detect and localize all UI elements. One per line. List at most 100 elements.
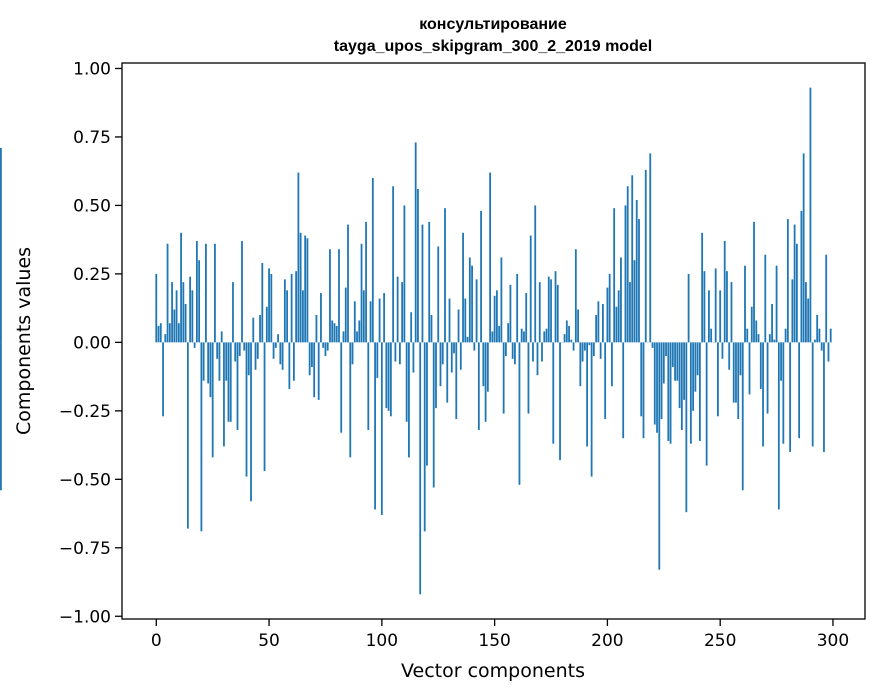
- bar: [775, 265, 778, 343]
- bar: [432, 342, 435, 488]
- bar: [333, 323, 336, 343]
- bar: [317, 342, 320, 400]
- bar: [532, 342, 534, 362]
- bar: [441, 342, 444, 365]
- bar: [529, 235, 532, 343]
- bar: [157, 325, 160, 343]
- bar: [563, 334, 566, 343]
- bar: [444, 208, 446, 343]
- x-axis-ticks: 0 50 100 150 200 250 300: [151, 619, 849, 651]
- bar: [574, 249, 577, 343]
- bar: [358, 320, 361, 343]
- bar: [748, 342, 751, 395]
- bar: [644, 169, 647, 343]
- x-tick-label: 300: [817, 631, 849, 651]
- bar: [252, 317, 255, 343]
- bar: [459, 342, 462, 370]
- bar: [279, 342, 282, 365]
- bar: [277, 334, 279, 343]
- bar: [256, 342, 259, 359]
- bar: [599, 342, 602, 359]
- bar: [462, 232, 464, 343]
- bar: [426, 342, 428, 466]
- bar: [782, 342, 785, 444]
- bar: [523, 331, 525, 343]
- bar: [326, 342, 329, 351]
- bar: [344, 287, 347, 343]
- bar: [306, 238, 309, 343]
- bar: [471, 265, 473, 343]
- bar: [311, 342, 313, 368]
- bar: [329, 249, 331, 343]
- bar: [547, 276, 550, 343]
- bar: [660, 342, 663, 420]
- bar: [171, 282, 173, 343]
- bar: [816, 314, 819, 343]
- bar: [349, 342, 352, 458]
- bar: [554, 271, 557, 343]
- bar: [698, 342, 701, 441]
- bar: [446, 342, 449, 403]
- bar: [721, 342, 724, 359]
- bar: [495, 290, 498, 343]
- bar: [0, 147, 2, 343]
- bar: [410, 312, 413, 343]
- bar: [360, 243, 363, 343]
- bar: [250, 342, 252, 502]
- x-axis-label: Vector components: [401, 660, 585, 682]
- bar: [430, 314, 433, 343]
- bar: [511, 342, 514, 359]
- bar: [189, 276, 192, 343]
- bar: [795, 243, 798, 343]
- bar: [315, 314, 318, 343]
- bar: [809, 87, 812, 343]
- bar: [162, 342, 164, 417]
- bar: [755, 320, 758, 343]
- bar: [825, 254, 828, 343]
- bar: [491, 331, 494, 343]
- bar: [728, 342, 731, 370]
- bar: [762, 342, 764, 447]
- bar: [243, 342, 246, 351]
- bar: [270, 273, 273, 343]
- bar: [268, 268, 270, 343]
- bar: [635, 199, 638, 343]
- x-tick-label: 200: [591, 631, 623, 651]
- bar: [671, 342, 674, 368]
- bar: [365, 221, 367, 343]
- bar: [389, 342, 392, 417]
- bar: [457, 309, 460, 343]
- bar: [238, 342, 241, 357]
- bar: [450, 342, 453, 373]
- bar: [175, 290, 178, 343]
- bar: [177, 323, 180, 343]
- bar: [741, 342, 744, 491]
- bar: [466, 336, 469, 343]
- bar: [552, 342, 555, 444]
- bar: [786, 219, 789, 343]
- bar: [214, 243, 216, 343]
- bar: [362, 290, 365, 343]
- y-axis-ticks: 1.00 0.75 0.50 0.25 0.00 −0.25 −0.50 −0.75 −1.00: [59, 59, 122, 627]
- bar: [216, 342, 219, 359]
- bar: [735, 342, 737, 403]
- y-tick-label: 0.00: [73, 333, 111, 353]
- bar: [676, 342, 679, 381]
- bar: [723, 241, 726, 343]
- bar: [597, 301, 600, 343]
- y-axis-label: Components values: [13, 247, 35, 435]
- bar: [570, 339, 573, 343]
- bar: [678, 342, 681, 409]
- bar: [159, 323, 162, 343]
- bar: [527, 342, 530, 414]
- y-tick-label: 1.00: [73, 59, 111, 79]
- bar: [780, 342, 782, 381]
- bar: [694, 342, 697, 392]
- bar: [292, 342, 295, 381]
- bar: [638, 219, 640, 343]
- bar: [340, 342, 343, 433]
- bar: [200, 342, 203, 532]
- bar: [624, 205, 627, 343]
- bar: [428, 221, 431, 343]
